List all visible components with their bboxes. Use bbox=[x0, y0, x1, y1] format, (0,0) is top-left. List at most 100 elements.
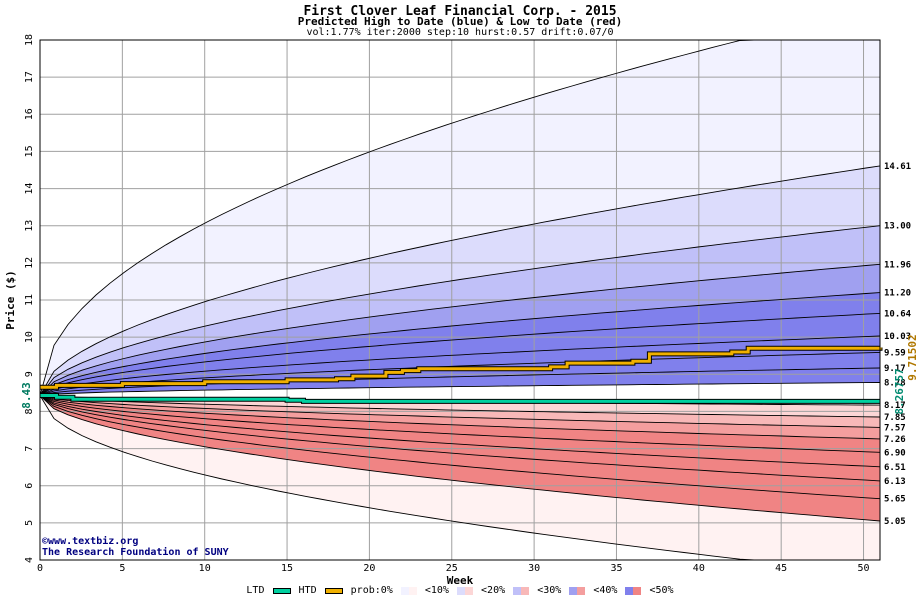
plot-frame bbox=[39, 39, 881, 561]
y-tick-label: 13 bbox=[24, 220, 35, 232]
y-tick-label: 16 bbox=[24, 108, 35, 120]
x-tick-label: 45 bbox=[775, 563, 787, 574]
upper-quantile-line-4 bbox=[39, 292, 881, 396]
legend-b50-label: <50% bbox=[649, 585, 674, 596]
quantile-end-label: 7.57 bbox=[884, 423, 906, 433]
legend-htd-label: HTD bbox=[298, 585, 317, 596]
upper-band-8 bbox=[40, 368, 880, 396]
x-tick-label: 20 bbox=[363, 563, 375, 574]
quantile-end-label: 13.00 bbox=[884, 222, 911, 232]
legend-htd-swatch bbox=[324, 587, 343, 594]
ltd-value-label: 8.26757 bbox=[893, 368, 906, 414]
legend-b30-label: <30% bbox=[537, 585, 562, 596]
x-tick-label: 25 bbox=[446, 563, 458, 574]
upper-band-2 bbox=[40, 225, 880, 396]
quantile-end-label: 7.26 bbox=[884, 435, 906, 445]
y-tick-label: 4 bbox=[24, 557, 35, 563]
quantile-end-label: 7.85 bbox=[884, 413, 906, 423]
quantile-end-label: 10.64 bbox=[884, 309, 912, 319]
quantile-end-label: 6.51 bbox=[884, 463, 906, 473]
y-tick-label: 7 bbox=[24, 446, 35, 452]
copyright-icon: © bbox=[42, 536, 49, 547]
upper-band-1 bbox=[40, 165, 880, 396]
x-axis-label: Week bbox=[447, 574, 474, 587]
chart-title: First Clover Leaf Financial Corp. - 2015 bbox=[303, 4, 617, 19]
x-tick-label: 35 bbox=[610, 563, 622, 574]
y-tick-label: 17 bbox=[24, 71, 35, 83]
y-tick-label: 11 bbox=[24, 294, 35, 306]
legend-swatch-10 bbox=[457, 586, 473, 595]
legend-b10-label: <10% bbox=[424, 585, 449, 596]
y-tick-label: 6 bbox=[24, 483, 35, 489]
credit-org: The Research Foundation of SUNY bbox=[42, 547, 229, 558]
x-tick-label: 40 bbox=[693, 563, 705, 574]
x-tick-label: 10 bbox=[199, 563, 211, 574]
lower-quantile-line-5 bbox=[39, 395, 881, 453]
lower-band-4 bbox=[40, 395, 880, 453]
quantile-end-label: 8.17 bbox=[884, 401, 906, 411]
lower-band-6 bbox=[40, 395, 880, 481]
credit-url[interactable]: ©www.textbiz.org bbox=[42, 536, 138, 547]
legend-prob-label: prob:0% bbox=[350, 585, 393, 596]
quantile-end-label: 9.17 bbox=[884, 364, 906, 374]
htd-line bbox=[40, 346, 882, 389]
credit-url-text: www.textbiz.org bbox=[48, 536, 139, 547]
legend-swatch-0 bbox=[400, 586, 417, 595]
quantile-end-label: 11.96 bbox=[884, 260, 911, 270]
quantile-end-label: 5.05 bbox=[884, 517, 906, 527]
lower-band-7 bbox=[40, 395, 880, 499]
quantile-end-label: 8.78 bbox=[884, 378, 906, 388]
upper-quantile-line-2 bbox=[39, 225, 881, 396]
htd-value-label: 9.71502 bbox=[906, 334, 919, 380]
quantile-end-label: 6.13 bbox=[884, 477, 906, 487]
ltd-line bbox=[40, 394, 880, 403]
y-tick-label: 12 bbox=[24, 257, 35, 269]
y-tick-label: 5 bbox=[24, 520, 35, 526]
upper-quantile-line-6 bbox=[39, 335, 881, 396]
legend-b40-label: <40% bbox=[593, 585, 618, 596]
quantile-lines bbox=[39, 39, 881, 561]
lower-quantile-line-6 bbox=[39, 395, 881, 468]
upper-quantile-line-1 bbox=[39, 165, 881, 396]
upper-quantile-line-5 bbox=[39, 312, 881, 396]
upper-band-4 bbox=[40, 292, 880, 396]
legend-swatch-20 bbox=[513, 586, 530, 595]
x-tick-label: 30 bbox=[528, 563, 540, 574]
x-tick-label: 15 bbox=[281, 563, 293, 574]
y-tick-label: 8 bbox=[24, 408, 35, 414]
lower-band-8 bbox=[40, 395, 880, 521]
quantile-end-label: 6.90 bbox=[884, 448, 906, 458]
upper-band-3 bbox=[40, 264, 880, 396]
lower-quantile-line-7 bbox=[39, 395, 881, 482]
quantile-end-label: 11.20 bbox=[884, 289, 911, 299]
x-tick-label: 0 bbox=[37, 563, 43, 574]
lower-quantile-line-3 bbox=[39, 395, 881, 428]
y-tick-label: 9 bbox=[24, 371, 35, 377]
lower-quantile-line-9 bbox=[39, 395, 881, 522]
upper-band-0 bbox=[40, 40, 880, 396]
quantile-end-labels: 14.6113.0011.9611.2010.6410.039.599.178.… bbox=[884, 162, 912, 527]
start-price-label: 8.43 bbox=[20, 382, 33, 409]
lower-quantile-line-4 bbox=[39, 395, 881, 440]
lower-quantile-line-8 bbox=[39, 395, 881, 500]
legend: LTD HTD prob:0% <10% <20% <30% <40% <50% bbox=[0, 585, 920, 597]
y-axis-label: Price ($) bbox=[4, 270, 17, 330]
legend-swatch-40 bbox=[625, 586, 642, 595]
tick-labels: 0 5 10 15 20 25 30 35 40 45 5045678910111213141516… bbox=[24, 34, 870, 574]
legend-b20-label: <20% bbox=[481, 585, 506, 596]
upper-quantile-line-3 bbox=[39, 263, 881, 396]
y-tick-label: 14 bbox=[24, 183, 35, 195]
lower-quantile-line-0 bbox=[39, 395, 880, 561]
x-tick-label: 5 bbox=[119, 563, 125, 574]
lower-quantile-line-2 bbox=[39, 395, 881, 418]
y-tick-label: 10 bbox=[24, 331, 35, 343]
legend-swatch-30 bbox=[569, 586, 586, 595]
simulation-params: vol:1.77% iter:2000 step:10 hurst:0.57 d… bbox=[306, 27, 614, 38]
x-tick-label: 50 bbox=[858, 563, 870, 574]
y-tick-label: 15 bbox=[24, 145, 35, 157]
quantile-end-label: 14.61 bbox=[884, 162, 911, 172]
upper-quantile-line-9 bbox=[39, 382, 881, 396]
upper-quantile-line-7 bbox=[39, 351, 881, 396]
quantile-end-label: 9.59 bbox=[884, 348, 906, 358]
